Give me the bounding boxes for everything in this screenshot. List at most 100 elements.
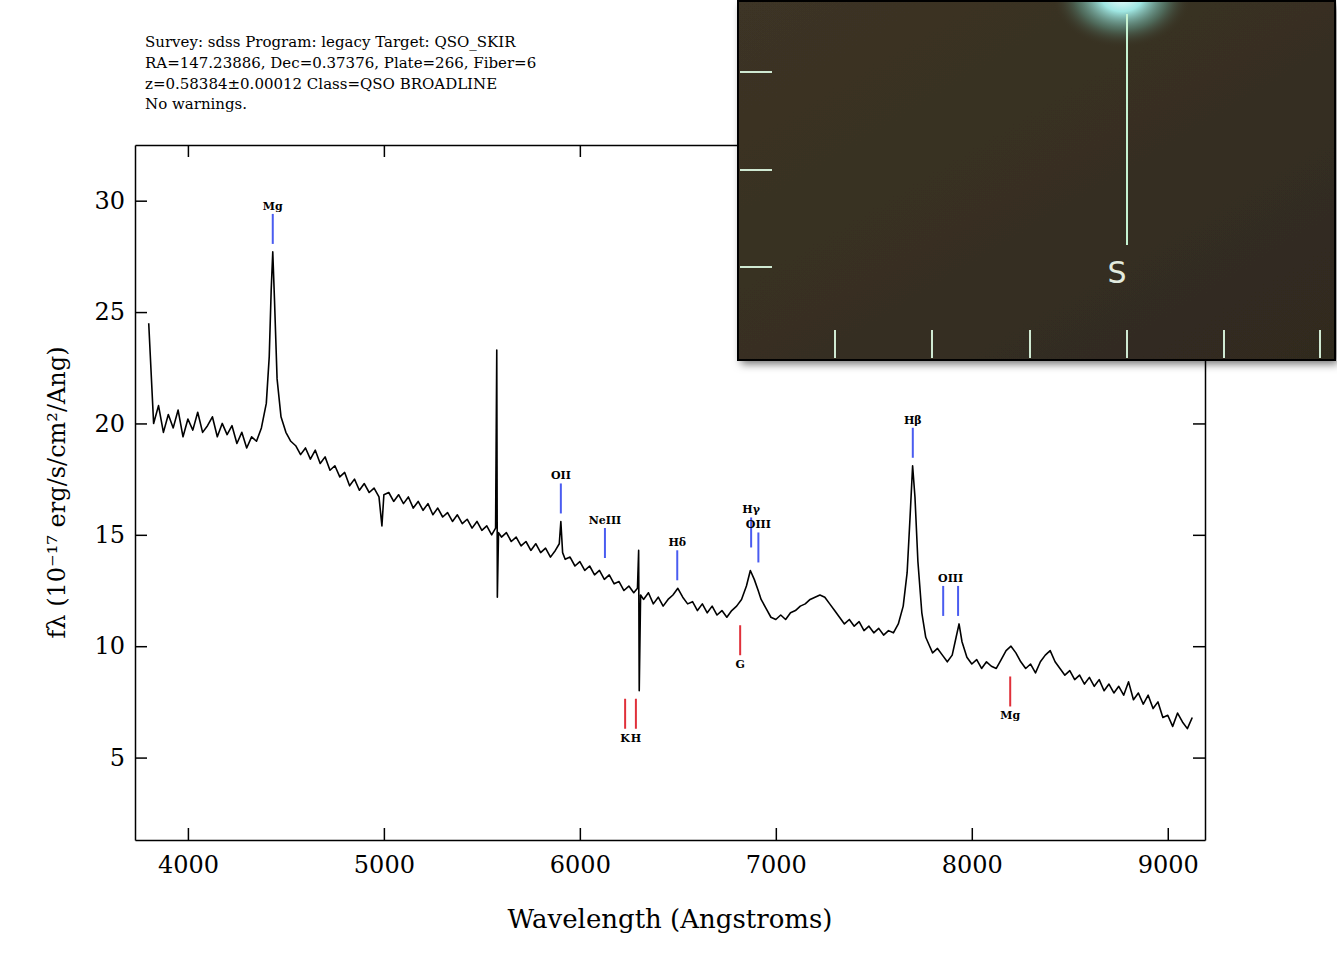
emission-line-marks <box>943 586 958 616</box>
x-axis-line <box>136 840 1206 842</box>
y-tick-label: 5 <box>110 744 125 772</box>
emission-line-mark <box>757 532 759 562</box>
emission-line-label: Hδ <box>668 536 686 549</box>
x-axis-title: Wavelength (Angstroms) <box>508 904 833 934</box>
emission-line-marks <box>677 550 678 580</box>
y-tick-mark <box>135 312 147 314</box>
x-tick-top <box>580 145 581 157</box>
y-tick-mark <box>1193 646 1205 648</box>
y-axis-title: fλ (10⁻¹⁷ erg/s/cm²/Ang) <box>43 346 71 638</box>
emission-line-mark <box>942 586 944 616</box>
inset-object <box>1052 1 1192 48</box>
emission-line-mark <box>604 528 606 558</box>
absorption-line-marks <box>625 699 626 729</box>
y-tick: 5 <box>110 744 147 772</box>
absorption-line-label: Mg <box>1000 709 1020 722</box>
header-line: z=0.58384±0.00012 Class=QSO BROADLINE <box>145 75 497 93</box>
y-tick-right <box>1193 646 1205 647</box>
emission-line-label: OII <box>551 469 571 482</box>
emission-line-mark <box>676 550 678 580</box>
emission-line-label: OIII <box>938 572 963 585</box>
header-line: No warnings. <box>145 95 247 113</box>
absorption-line-marks <box>740 625 741 655</box>
y-tick-mark <box>1193 535 1205 537</box>
y-tick-mark <box>135 757 147 759</box>
absorption-line-marks <box>1010 676 1011 706</box>
emission-line-marks <box>560 483 561 513</box>
x-tick-top <box>384 145 385 157</box>
header: Survey: sdss Program: legacy Target: QSO… <box>145 33 536 113</box>
x-tick-mark <box>972 828 974 840</box>
y-tick-right <box>1193 758 1205 759</box>
emission-line-mark <box>272 214 274 244</box>
absorption-line-mark <box>624 699 626 729</box>
x-tick-mark <box>1168 828 1170 840</box>
x-tick: 9000 <box>1138 828 1199 879</box>
y-tick: 20 <box>94 410 147 438</box>
absorption-line-mark <box>635 699 637 729</box>
x-tick-mark <box>188 828 190 840</box>
emission-line-label: Hβ <box>904 414 922 427</box>
emission-line-marks <box>272 214 273 244</box>
emission-line-mark <box>560 483 562 513</box>
absorption-line-label: K <box>620 732 630 745</box>
inset-tick <box>740 169 772 171</box>
x-tick-mark <box>384 145 386 157</box>
x-tick: 8000 <box>942 828 1003 879</box>
emission-line-mark <box>912 428 914 458</box>
emission-line-marks <box>758 532 759 562</box>
inset-pointer <box>1126 14 1128 245</box>
y-axis: 51015202530 <box>94 146 147 841</box>
emission-line-label: Mg <box>263 200 283 213</box>
inset-tick <box>1126 330 1128 358</box>
inset-border <box>738 1 1335 360</box>
x-tick: 6000 <box>550 828 611 879</box>
y-tick-label: 10 <box>94 632 125 660</box>
x-tick-label: 6000 <box>550 851 611 879</box>
y-tick-right <box>1193 423 1205 424</box>
absorption-line-label: H <box>631 732 641 745</box>
y-tick-mark <box>135 646 147 648</box>
y-axis-line <box>135 146 137 841</box>
y-tick-mark <box>1193 757 1205 759</box>
x-tick-top <box>188 145 189 157</box>
inset-image: S <box>738 0 1335 360</box>
x-tick-mark <box>580 828 582 840</box>
header-line: RA=147.23886, Dec=0.37376, Plate=266, Fi… <box>145 54 536 72</box>
chart: Survey: sdss Program: legacy Target: QSO… <box>0 0 1337 968</box>
y-tick-label: 25 <box>94 298 125 326</box>
header-line: Survey: sdss Program: legacy Target: QSO… <box>145 33 516 51</box>
inset-background <box>738 1 1335 360</box>
y-tick-mark <box>135 423 147 425</box>
absorption-line-mark <box>739 625 741 655</box>
y-tick-label: 20 <box>94 410 125 438</box>
x-tick-label: 7000 <box>746 851 807 879</box>
inset-tick <box>931 330 933 358</box>
emission-line-label: NeIII <box>589 514 622 527</box>
x-axis: 4000 5000 6000 7000 8000 9000 <box>136 828 1206 879</box>
inset-tick <box>740 266 772 268</box>
inset-label: S <box>1107 255 1126 290</box>
x-tick-mark <box>580 145 582 157</box>
emission-line-label: Hγ <box>742 503 760 516</box>
x-tick-label: 9000 <box>1138 851 1199 879</box>
x-tick-label: 4000 <box>158 851 219 879</box>
x-tick: 4000 <box>158 828 219 879</box>
emission-line-marks <box>604 528 605 558</box>
absorption-line-mark <box>1009 676 1011 706</box>
x-tick-mark <box>776 828 778 840</box>
y-tick: 30 <box>94 187 147 215</box>
absorption-line-marks <box>635 699 636 729</box>
inset-content <box>740 1 1320 358</box>
y-tick-mark <box>1193 423 1205 425</box>
inset-tick <box>1029 330 1031 358</box>
x-tick-mark <box>188 145 190 157</box>
inset-tick <box>740 71 772 73</box>
emission-line-label: OIII <box>746 518 771 531</box>
absorption-line-label: G <box>735 658 744 671</box>
y-tick-label: 30 <box>94 187 125 215</box>
x-tick-label: 5000 <box>354 851 415 879</box>
inset-tick <box>1223 330 1225 358</box>
x-tick-mark <box>384 828 386 840</box>
x-tick: 7000 <box>746 828 807 879</box>
